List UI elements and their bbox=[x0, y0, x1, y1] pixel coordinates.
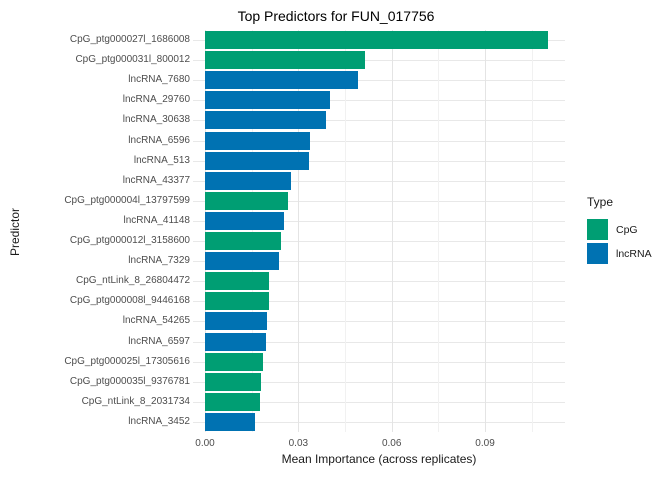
legend-label: CpG bbox=[616, 223, 638, 236]
y-axis-label: CpG_ptg000012l_3158600 bbox=[69, 235, 190, 246]
gridline-horizontal bbox=[193, 160, 565, 162]
y-axis-label: lncRNA_29760 bbox=[122, 94, 190, 106]
bar-CpG_ptg000035l_9376781 bbox=[205, 372, 261, 391]
x-axis-title: Mean Importance (across replicates) bbox=[281, 452, 477, 466]
gridline-horizontal bbox=[193, 220, 565, 222]
bar-lncRNA_7680 bbox=[205, 71, 359, 90]
bar-CpG_ptg000031l_800012 bbox=[205, 51, 365, 70]
y-axis-label: CpG_ptg000025l_17305616 bbox=[64, 355, 190, 367]
y-axis-label: CpG_ntLink_8_26804472 bbox=[76, 275, 190, 287]
y-axis-label: CpG_ptg000027l_1686008 bbox=[69, 34, 190, 45]
bar-CpG_ptg000008l_9446168 bbox=[205, 292, 269, 311]
x-axis-tick-label: 0.06 bbox=[381, 438, 402, 449]
bar-CpG_ptg000004l_13797599 bbox=[205, 191, 288, 210]
bar-lncRNA_6597 bbox=[205, 332, 266, 351]
bar-lncRNA_30638 bbox=[205, 111, 327, 130]
y-axis-label: CpG_ptg000035l_9376781 bbox=[69, 375, 190, 387]
gridline-major-vertical bbox=[391, 30, 393, 432]
y-axis-label: CpG_ntLink_8_2031734 bbox=[81, 395, 190, 407]
gridline-horizontal bbox=[193, 301, 565, 303]
x-axis-tick-label: 0.00 bbox=[195, 438, 215, 449]
y-axis-label: lncRNA_6597 bbox=[128, 335, 190, 347]
gridline-horizontal bbox=[193, 401, 565, 403]
y-axis-label: lncRNA_7329 bbox=[128, 255, 190, 267]
y-axis-label: lncRNA_54265 bbox=[122, 315, 190, 327]
y-axis-label: CpG_ptg000008l_9446168 bbox=[69, 295, 190, 307]
gridline-major-vertical bbox=[205, 30, 206, 432]
gridline-horizontal bbox=[193, 180, 565, 182]
y-axis-label: lncRNA_7680 bbox=[128, 74, 190, 86]
y-axis-label: CpG_ptg000031l_800012 bbox=[75, 54, 190, 66]
gridline-minor-vertical bbox=[345, 30, 347, 432]
x-axis-tick-label: 0.03 bbox=[288, 438, 309, 449]
legend-items: CpG lncRNA bbox=[587, 219, 652, 264]
bar-lncRNA_43377 bbox=[205, 171, 291, 190]
y-axis-label: lncRNA_30638 bbox=[122, 114, 190, 126]
gridline-horizontal bbox=[193, 60, 565, 62]
bar-CpG_ntLink_8_2031734 bbox=[205, 392, 261, 411]
y-axis-label: lncRNA_41148 bbox=[123, 214, 190, 226]
legend: Type CpG lncRNA bbox=[587, 195, 652, 267]
bar-CpG_ptg000012l_3158600 bbox=[205, 232, 281, 251]
y-axis-label: lncRNA_43377 bbox=[122, 174, 190, 186]
legend-item-lncRNA: lncRNA bbox=[587, 243, 652, 264]
gridline-horizontal bbox=[193, 381, 565, 383]
gridline-horizontal bbox=[193, 120, 565, 122]
gridline-major-vertical bbox=[298, 30, 300, 432]
y-axis-label: lncRNA_513 bbox=[133, 154, 190, 166]
y-axis-label: CpG_ptg000004l_13797599 bbox=[64, 194, 190, 206]
y-axis-label: lncRNA_3452 bbox=[128, 415, 190, 427]
legend-title: Type bbox=[587, 195, 614, 209]
chart-title: Top Predictors for FUN_017756 bbox=[237, 8, 435, 24]
legend-key-swatch bbox=[587, 219, 608, 240]
bar-lncRNA_41148 bbox=[205, 211, 284, 230]
gridline-horizontal bbox=[193, 421, 565, 423]
gridline-minor-vertical bbox=[531, 30, 533, 432]
gridline-horizontal bbox=[193, 361, 565, 363]
gridline-horizontal bbox=[193, 140, 565, 142]
gridline-major-vertical bbox=[485, 30, 487, 432]
y-axis-label: lncRNA_6596 bbox=[128, 134, 190, 146]
plot-panel bbox=[193, 30, 565, 432]
gridline-minor-vertical bbox=[251, 30, 253, 432]
bar-lncRNA_513 bbox=[205, 151, 309, 170]
gridline-horizontal bbox=[193, 80, 565, 82]
legend-key-swatch bbox=[587, 243, 608, 264]
gridline-horizontal bbox=[193, 241, 565, 243]
gridline-horizontal bbox=[193, 341, 565, 343]
y-axis-labels: CpG_ptg000027l_1686008 CpG_ptg000031l_800… bbox=[0, 30, 190, 432]
bar-lncRNA_54265 bbox=[205, 312, 267, 331]
gridline-horizontal bbox=[193, 321, 565, 323]
gridline-horizontal bbox=[193, 281, 565, 283]
legend-label: lncRNA bbox=[616, 247, 652, 260]
bar-lncRNA_7329 bbox=[205, 252, 280, 271]
bar-lncRNA_6596 bbox=[205, 131, 311, 150]
gridline-minor-vertical bbox=[438, 30, 440, 432]
bar-lncRNA_29760 bbox=[205, 91, 331, 110]
bar-CpG_ntLink_8_26804472 bbox=[205, 272, 270, 291]
gridline-horizontal bbox=[193, 200, 565, 202]
bar-CpG_ptg000025l_17305616 bbox=[205, 352, 264, 371]
bar-lncRNA_3452 bbox=[205, 412, 256, 431]
x-axis-tick-label: 0.09 bbox=[475, 438, 495, 449]
legend-item-CpG: CpG bbox=[587, 219, 652, 240]
gridline-horizontal bbox=[193, 261, 565, 263]
bar-CpG_ptg000027l_1686008 bbox=[205, 31, 549, 50]
gridline-horizontal bbox=[193, 100, 565, 102]
